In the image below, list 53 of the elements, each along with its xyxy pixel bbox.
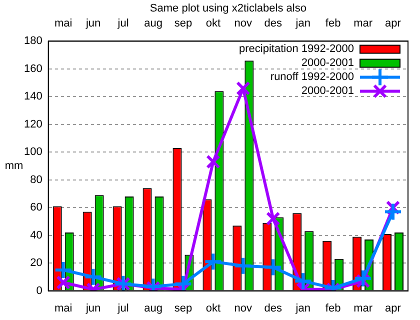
point	[84, 267, 103, 286]
x-tick-label: mar	[354, 18, 373, 30]
point	[236, 81, 250, 96]
legend-label: 2000-2001	[301, 57, 354, 70]
point	[174, 274, 193, 291]
chart-title: Same plot using x2ticlabels also	[150, 2, 306, 15]
category-label: jul	[118, 302, 129, 314]
y-tick-label: 100	[24, 146, 42, 158]
point	[206, 154, 220, 169]
y-tick-label: 120	[24, 118, 42, 130]
legend-label: precipitation 1992-2000	[239, 43, 354, 56]
category-label: mar	[354, 302, 373, 314]
x-tick-label: jun	[84, 18, 101, 30]
y-tick-label: 140	[24, 90, 42, 103]
y-tick-label: 180	[24, 35, 42, 48]
y-tick-label: 20	[30, 257, 42, 270]
x-tick-label: feb	[325, 18, 341, 30]
point	[234, 256, 253, 276]
x-tick-label: des	[264, 18, 282, 30]
point	[56, 275, 70, 290]
category-label: mai	[54, 302, 72, 314]
x-tick-label: apr	[385, 18, 402, 30]
x-tick-label: sep	[174, 18, 192, 30]
category-label: jun	[86, 302, 101, 314]
point	[54, 260, 73, 280]
legend-label: runoff 1992-2000	[270, 71, 354, 84]
point	[266, 212, 280, 226]
y-axis-title: mm	[4, 160, 24, 172]
x-tick-label: aug	[144, 18, 162, 30]
x-tick-label: jan	[294, 18, 310, 30]
y-tick-label: 80	[30, 174, 42, 186]
x-tick-label: jul	[116, 18, 129, 30]
category-label: okt	[206, 302, 221, 314]
category-label: jan	[296, 302, 310, 314]
point	[384, 202, 403, 222]
y-tick-label: 0	[36, 284, 42, 297]
y-tick-label: 160	[24, 62, 42, 75]
category-label: des	[264, 302, 282, 314]
y-tick-label: 40	[30, 229, 42, 242]
x-tick-label: mai	[54, 18, 72, 30]
y-tick-label: 60	[30, 202, 42, 214]
x-tick-label: nov	[234, 18, 253, 30]
point	[264, 258, 283, 277]
category-label: sep	[174, 302, 192, 314]
category-label: nov	[234, 302, 252, 314]
x-tick-label: okt	[206, 18, 221, 30]
legend-label: 2000-2001	[301, 85, 354, 98]
category-label: feb	[325, 302, 341, 314]
point	[354, 268, 373, 288]
point	[294, 272, 313, 291]
point	[204, 252, 223, 272]
category-label: apr	[385, 302, 401, 314]
category-label: aug	[144, 302, 162, 314]
